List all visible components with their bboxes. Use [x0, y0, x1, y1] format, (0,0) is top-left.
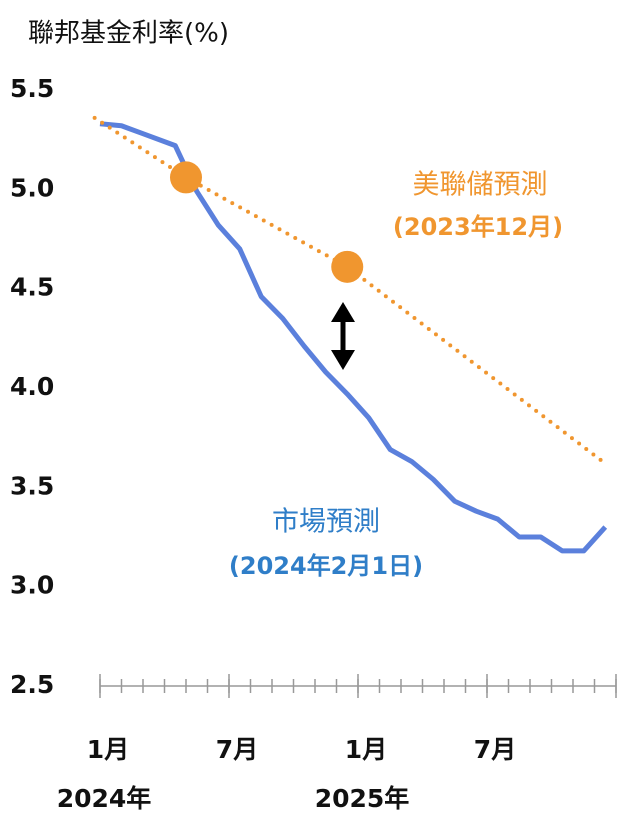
y-tick-label: 4.0 — [10, 372, 54, 401]
y-tick-label: 2.5 — [10, 670, 54, 699]
x-year-label: 2024年 — [57, 784, 152, 813]
x-tick-label: 1月 — [87, 735, 129, 764]
series-line — [92, 115, 608, 466]
series-label: 美聯儲預測 — [413, 170, 548, 201]
x-tick-label: 7月 — [474, 735, 516, 764]
series-sublabel: (2024年2月1日) — [229, 552, 423, 580]
x-year-label: 2025年 — [315, 784, 410, 813]
y-tick-label: 5.5 — [10, 74, 54, 103]
chart-title: 聯邦基金利率(%) — [28, 19, 229, 49]
y-tick-label: 5.0 — [10, 173, 54, 202]
point-marker — [170, 161, 202, 194]
series-label: 市場預測 — [272, 507, 380, 538]
y-tick-label: 3.5 — [10, 471, 54, 500]
x-tick-label: 1月 — [345, 735, 387, 764]
double-arrow — [331, 302, 355, 370]
point-marker — [331, 250, 364, 283]
series-sublabel: (2023年12月) — [393, 213, 563, 241]
y-tick-label: 4.5 — [10, 273, 54, 302]
x-tick-label: 7月 — [216, 735, 258, 764]
y-tick-label: 3.0 — [10, 571, 54, 600]
